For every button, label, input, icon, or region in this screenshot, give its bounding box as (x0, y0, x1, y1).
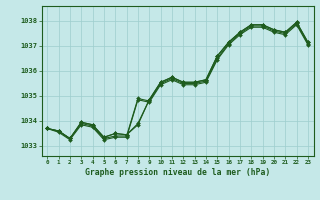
X-axis label: Graphe pression niveau de la mer (hPa): Graphe pression niveau de la mer (hPa) (85, 168, 270, 177)
